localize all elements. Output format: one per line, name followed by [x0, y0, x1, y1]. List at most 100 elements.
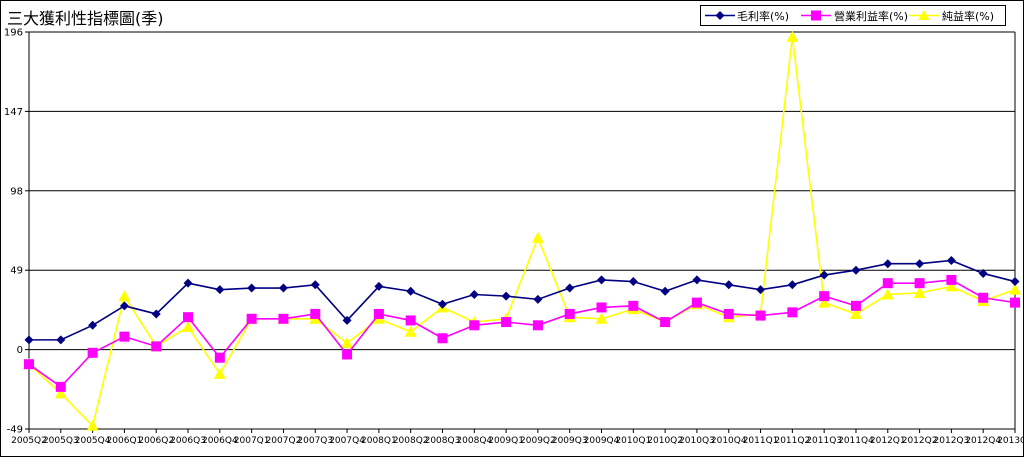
- data-point-diamond: [819, 270, 829, 280]
- legend-marker-diamond-icon: [705, 11, 735, 20]
- data-point-diamond: [88, 320, 98, 330]
- y-tick-label: 147: [4, 107, 23, 118]
- data-point-diamond: [310, 280, 320, 290]
- data-point-diamond: [692, 275, 702, 285]
- data-point-triangle: [182, 320, 195, 332]
- data-point-square: [87, 347, 98, 358]
- data-point-square: [850, 300, 861, 311]
- data-point-diamond: [787, 280, 797, 290]
- x-tick-label: 2011Q4: [838, 436, 874, 446]
- x-tick-label: 2005Q3: [43, 436, 79, 446]
- x-tick-label: 2005Q4: [75, 436, 111, 446]
- x-tick-label: 2006Q4: [202, 436, 238, 446]
- data-point-triangle: [849, 307, 862, 319]
- x-tick-label: 2011Q3: [806, 436, 842, 446]
- x-tick-label: 2009Q4: [584, 436, 620, 446]
- x-tick-label: 2009Q2: [520, 436, 556, 446]
- data-point-diamond: [278, 283, 288, 293]
- data-point-square: [691, 297, 702, 308]
- data-point-diamond: [215, 285, 225, 295]
- data-point-triangle: [341, 337, 354, 349]
- series-line: [29, 259, 1016, 341]
- data-point-square: [628, 300, 639, 311]
- data-point-square: [55, 381, 66, 392]
- data-point-diamond: [374, 281, 384, 291]
- data-point-square: [819, 291, 830, 302]
- data-point-triangle: [118, 290, 131, 302]
- y-tick-label: 0: [17, 345, 23, 356]
- data-point-square: [214, 352, 225, 363]
- data-point-triangle: [913, 286, 926, 298]
- series-square: [24, 274, 1020, 392]
- data-point-triangle: [595, 312, 608, 324]
- x-tick-label: 2007Q1: [234, 436, 270, 446]
- y-tick-label: 196: [4, 28, 23, 39]
- data-point-square: [787, 307, 798, 318]
- data-point-square: [405, 315, 416, 326]
- x-tick-label: 2008Q1: [361, 436, 397, 446]
- legend: 毛利率(%) 營業利益率(%) 純益率(%): [700, 5, 1006, 26]
- data-point-square: [373, 308, 384, 319]
- x-tick-label: 2011Q2: [774, 436, 810, 446]
- data-point-triangle: [1009, 283, 1021, 295]
- data-point-square: [532, 320, 543, 331]
- data-point-square: [278, 313, 289, 324]
- grid-layer: [29, 31, 1015, 430]
- data-point-diamond: [724, 280, 734, 290]
- data-point-square: [342, 349, 353, 360]
- data-point-square: [310, 308, 321, 319]
- data-point-diamond: [247, 283, 257, 293]
- data-point-diamond: [851, 265, 861, 275]
- x-tick-label: 2013Q1: [997, 436, 1023, 446]
- y-tick-label: 49: [10, 266, 23, 277]
- data-point-triangle: [818, 296, 831, 308]
- x-tick-label: 2007Q3: [297, 436, 333, 446]
- data-point-diamond: [978, 268, 988, 278]
- data-point-triangle: [213, 367, 226, 379]
- data-point-triangle: [786, 30, 799, 42]
- data-point-diamond: [628, 277, 638, 287]
- data-point-square: [755, 310, 766, 321]
- legend-label-operating-margin: 營業利益率(%): [834, 10, 909, 23]
- legend-item-operating-margin: 營業利益率(%): [801, 6, 909, 25]
- series-line: [28, 279, 1016, 388]
- x-tick-label: 2009Q3: [552, 436, 588, 446]
- x-tick-label: 2010Q2: [647, 436, 683, 446]
- x-tick-label: 2007Q4: [329, 436, 365, 446]
- data-point-triangle: [881, 288, 894, 300]
- data-point-square: [660, 317, 671, 328]
- x-tick-label: 2009Q1: [488, 436, 524, 446]
- data-point-diamond: [660, 286, 670, 296]
- data-point-square: [119, 331, 130, 342]
- data-point-triangle: [945, 280, 958, 292]
- x-tick-label: 2010Q1: [615, 436, 651, 446]
- data-point-diamond: [756, 285, 766, 295]
- x-tick-label: 2012Q4: [965, 436, 1001, 446]
- data-point-triangle: [86, 419, 99, 431]
- x-tick-label: 2012Q3: [934, 436, 970, 446]
- data-point-diamond: [565, 283, 575, 293]
- x-tick-label: 2008Q4: [456, 436, 492, 446]
- chart-title: 三大獲利性指標圖(季): [7, 9, 164, 28]
- data-point-square: [882, 278, 893, 289]
- data-point-square: [723, 308, 734, 319]
- data-point-diamond: [946, 255, 956, 265]
- data-point-diamond: [533, 294, 543, 304]
- x-tick-label: 2008Q3: [425, 436, 461, 446]
- x-tick-label: 2006Q2: [138, 436, 174, 446]
- data-point-diamond: [883, 259, 893, 269]
- data-point-square: [501, 317, 512, 328]
- y-tick-label: 98: [10, 186, 23, 197]
- data-point-diamond: [342, 315, 352, 325]
- legend-item-net-margin: 純益率(%): [909, 6, 1005, 25]
- x-tick-label: 2008Q2: [393, 436, 429, 446]
- legend-marker-square-icon: [801, 10, 831, 21]
- x-tick-label: 2007Q2: [266, 436, 302, 446]
- series-line: [28, 36, 1016, 428]
- x-tick-label: 2005Q2: [11, 436, 47, 446]
- data-point-square: [246, 313, 257, 324]
- data-point-square: [24, 359, 34, 370]
- series-layer: [23, 30, 1021, 431]
